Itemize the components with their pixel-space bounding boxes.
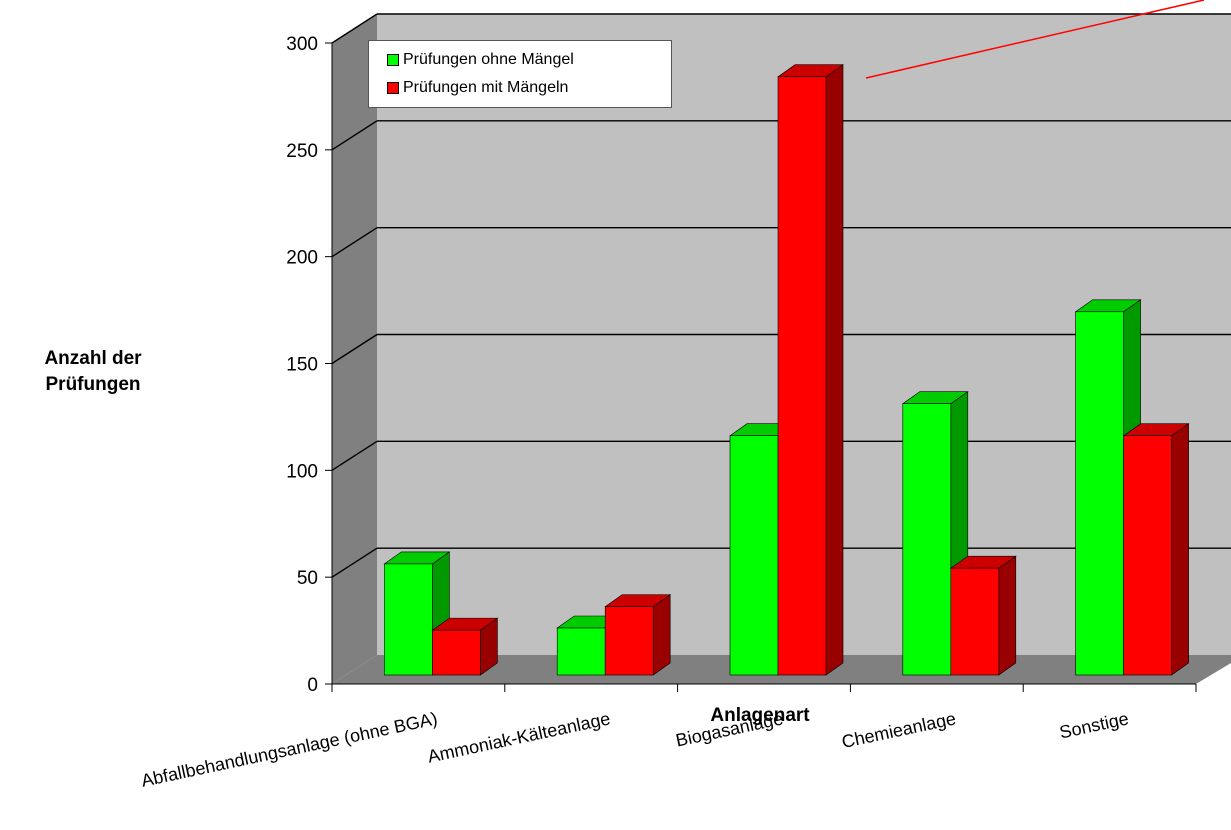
- gridline: [331, 13, 378, 44]
- x-tick-label: Ammoniak-Kälteanlage: [426, 708, 612, 766]
- bar-side: [1171, 423, 1189, 676]
- legend-entry-mit-maengeln: Prüfungen mit Mängeln: [387, 78, 568, 98]
- y-axis-label-line1: Anzahl der: [44, 348, 142, 369]
- bar-side: [998, 555, 1017, 676]
- bar-mit-maengeln: [777, 76, 827, 676]
- y-tick-label: 250: [286, 141, 318, 162]
- bar-ohne-maengel: [729, 435, 779, 676]
- legend-entry-ohne-maengel: Prüfungen ohne Mängel: [387, 50, 574, 70]
- x-tick-label: Sonstige: [1058, 708, 1131, 742]
- legend-label: Prüfungen ohne Mängel: [403, 51, 574, 68]
- bar-ohne-maengel: [1075, 311, 1124, 676]
- y-tick-label: 100: [286, 461, 318, 482]
- y-tick-label: 150: [286, 355, 318, 376]
- y-tick-label: 200: [286, 248, 318, 269]
- y-axis-label: Anzahl der Prüfungen: [18, 346, 168, 398]
- bar-ohne-maengel: [384, 563, 433, 676]
- gridline: [331, 120, 378, 151]
- bar-ohne-maengel: [902, 403, 952, 676]
- legend-swatch-green: [387, 54, 399, 66]
- gridline: [331, 440, 378, 471]
- legend-label: Prüfungen mit Mängeln: [403, 79, 569, 96]
- gridline: [331, 547, 378, 578]
- chart-legend: Prüfungen ohne Mängel Prüfungen mit Mäng…: [368, 40, 672, 108]
- bar-mit-maengeln: [950, 567, 1000, 676]
- bar-side: [825, 64, 844, 676]
- legend-swatch-red: [387, 82, 399, 94]
- x-axis-label: Anlagenart: [710, 705, 810, 726]
- bar-ohne-maengel: [556, 627, 606, 676]
- y-axis-label-line2: Prüfungen: [45, 374, 141, 395]
- y-tick-label: 300: [286, 34, 318, 55]
- bar-mit-maengeln: [604, 606, 654, 676]
- x-tick-label: Abfallbehandlungsanlage (ohne BGA): [139, 708, 439, 790]
- bar-mit-maengeln: [1123, 435, 1172, 676]
- gridline: [331, 333, 378, 365]
- bar-side: [652, 594, 671, 676]
- annotation-leader-line: [865, 0, 1205, 79]
- bar-mit-maengeln: [432, 629, 481, 676]
- gridline: [331, 227, 378, 258]
- y-tick-label: 50: [297, 568, 318, 589]
- y-tick-label: 0: [307, 675, 318, 696]
